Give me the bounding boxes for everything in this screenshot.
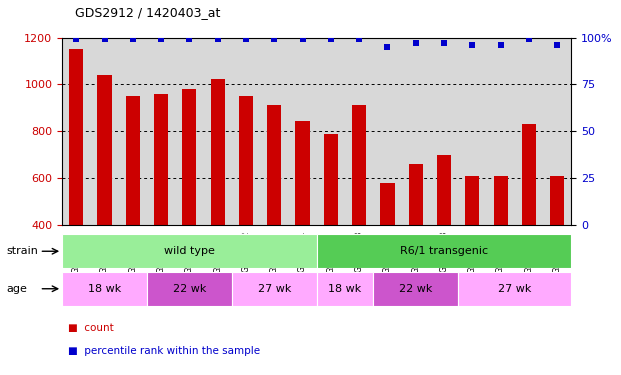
Bar — [62, 234, 317, 268]
Bar — [409, 164, 423, 319]
Text: 18 wk: 18 wk — [88, 284, 121, 294]
Bar — [380, 183, 394, 319]
Bar — [494, 176, 507, 319]
Bar — [373, 272, 458, 306]
Point — [99, 36, 109, 42]
Point — [410, 40, 420, 46]
Point — [496, 42, 505, 48]
Bar — [69, 49, 83, 319]
Bar — [317, 272, 373, 306]
Bar — [211, 78, 225, 319]
Point — [156, 36, 166, 42]
Text: 22 wk: 22 wk — [399, 284, 432, 294]
Bar — [550, 176, 564, 319]
Text: 18 wk: 18 wk — [329, 284, 361, 294]
Bar — [239, 96, 253, 319]
Point — [184, 36, 194, 42]
Bar — [183, 89, 196, 319]
Bar — [154, 94, 168, 319]
Text: ■  count: ■ count — [68, 323, 114, 333]
Bar — [232, 272, 317, 306]
Text: GDS2912 / 1420403_at: GDS2912 / 1420403_at — [75, 6, 220, 19]
Point — [468, 42, 478, 48]
Bar — [296, 121, 310, 319]
Bar — [437, 154, 451, 319]
Text: 22 wk: 22 wk — [173, 284, 206, 294]
Text: strain: strain — [6, 246, 38, 256]
Bar — [465, 176, 479, 319]
Text: ■  percentile rank within the sample: ■ percentile rank within the sample — [68, 346, 260, 355]
Bar — [62, 272, 147, 306]
Point — [128, 36, 138, 42]
Bar — [324, 134, 338, 319]
Point — [297, 36, 307, 42]
Bar — [352, 105, 366, 319]
Text: 27 wk: 27 wk — [498, 284, 532, 294]
Bar — [317, 234, 571, 268]
Point — [354, 36, 364, 42]
Text: wild type: wild type — [164, 246, 215, 256]
Bar — [522, 124, 536, 319]
Bar — [147, 272, 232, 306]
Point — [524, 36, 534, 42]
Bar — [125, 96, 140, 319]
Bar — [97, 75, 112, 319]
Point — [270, 36, 279, 42]
Point — [213, 36, 223, 42]
Point — [383, 44, 392, 50]
Text: age: age — [6, 284, 27, 294]
Point — [326, 36, 336, 42]
Bar — [267, 105, 281, 319]
Point — [71, 36, 81, 42]
Point — [241, 36, 251, 42]
Text: 27 wk: 27 wk — [258, 284, 291, 294]
Point — [552, 42, 562, 48]
Bar — [458, 272, 571, 306]
Text: R6/1 transgenic: R6/1 transgenic — [400, 246, 488, 256]
Point — [439, 40, 449, 46]
